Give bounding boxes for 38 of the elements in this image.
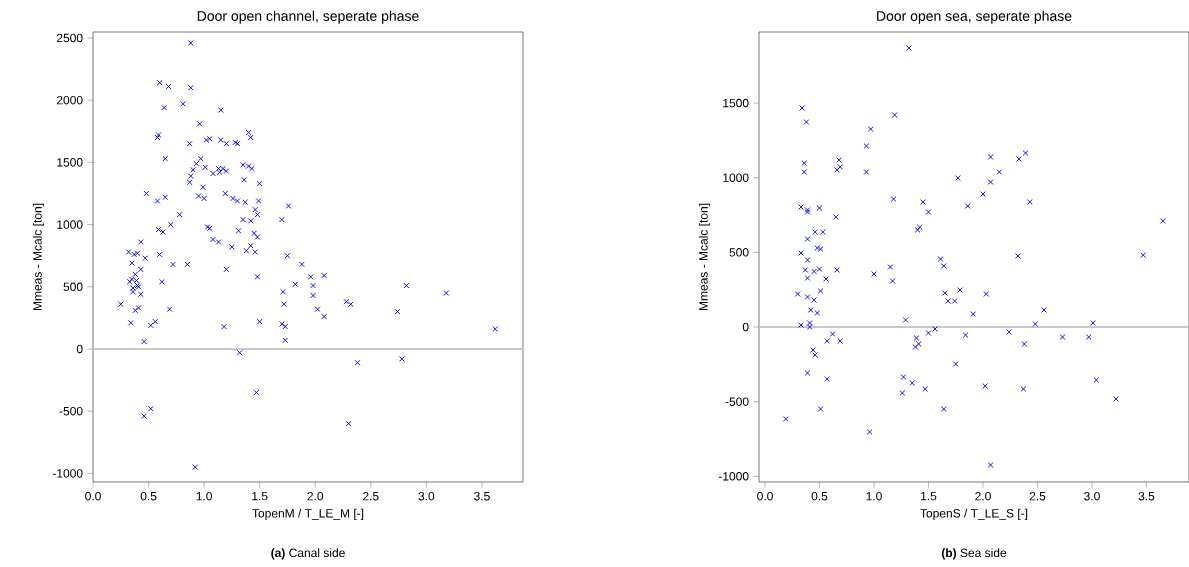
x-tick-label: 3.5 bbox=[474, 491, 490, 501]
x-tick-label: 3.5 bbox=[1138, 491, 1155, 501]
chart-title: Door open channel, seperate phase bbox=[197, 10, 419, 24]
y-tick-label: 500 bbox=[63, 282, 83, 292]
x-tick-label: 0.0 bbox=[85, 491, 101, 501]
y-tick-label: -500 bbox=[725, 397, 749, 406]
x-tick-label: 2.0 bbox=[975, 491, 991, 501]
x-tick-label: 1.0 bbox=[196, 491, 212, 501]
x-tick-label: 3.0 bbox=[1084, 491, 1100, 501]
chart-title: Door open sea, seperate phase bbox=[877, 10, 1072, 24]
y-tick-label: 1500 bbox=[57, 158, 83, 167]
y-axis-title: Mmeas - Mcalc [ton] bbox=[32, 203, 45, 311]
x-tick-label: 2.5 bbox=[363, 491, 379, 501]
x-axis-title: TopenS / T_LE_S [-] bbox=[920, 508, 1028, 520]
y-tick-label: 1000 bbox=[723, 173, 749, 182]
x-axis-title: TopenM / T_LE_M [-] bbox=[252, 508, 364, 520]
text: (a) Canal side bbox=[271, 548, 345, 560]
y-tick-label: -1000 bbox=[718, 472, 749, 481]
x-tick-label: 0.5 bbox=[811, 491, 828, 501]
x-tick-label: 0.0 bbox=[757, 491, 773, 501]
y-tick-label: 0 bbox=[76, 344, 83, 354]
x-tick-label: 1.0 bbox=[866, 491, 882, 501]
x-tick-label: 2.5 bbox=[1029, 491, 1046, 501]
x-tick-label: 1.5 bbox=[252, 491, 268, 501]
text: (b) Sea side bbox=[941, 548, 1007, 560]
y-tick-label: 2500 bbox=[56, 33, 83, 43]
y-axis-title: Mmeas - Mcalc [ton] bbox=[698, 203, 711, 311]
y-tick-label: 1500 bbox=[723, 98, 749, 108]
y-tick-label: -1000 bbox=[52, 469, 83, 478]
y-tick-label: 2000 bbox=[56, 95, 83, 105]
x-tick-label: 3.0 bbox=[418, 491, 435, 501]
y-tick-label: -500 bbox=[59, 406, 83, 416]
x-tick-label: 2.0 bbox=[307, 491, 324, 501]
y-tick-label: 0 bbox=[742, 322, 749, 332]
x-tick-label: 0.5 bbox=[140, 491, 157, 501]
y-tick-label: 500 bbox=[729, 248, 749, 257]
x-tick-label: 1.5 bbox=[921, 491, 937, 501]
y-tick-label: 1000 bbox=[57, 220, 83, 229]
